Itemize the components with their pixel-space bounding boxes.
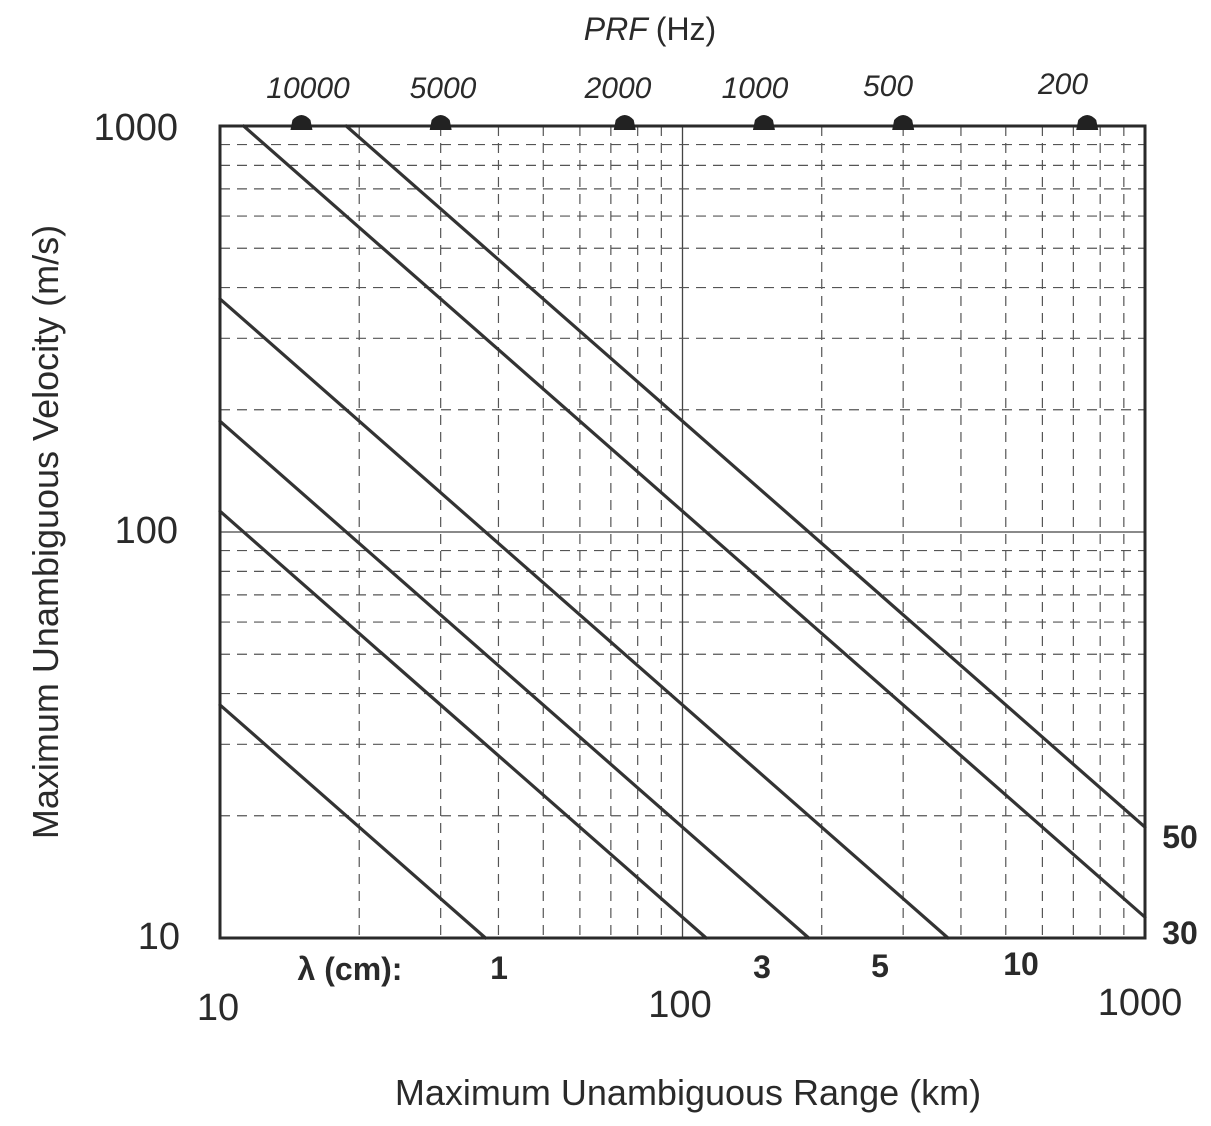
series-label-5: 5 bbox=[871, 948, 889, 984]
y-axis-title: Maximum Unambiguous Velocity (m/s) bbox=[25, 225, 66, 839]
y-tick-10: 10 bbox=[138, 916, 180, 958]
prf-axis-title: PRF (Hz) bbox=[584, 11, 716, 47]
prf-markers bbox=[290, 115, 1099, 130]
series-line-lambda-50 bbox=[344, 124, 1147, 829]
x-tick-1000: 1000 bbox=[1098, 982, 1183, 1024]
prf-tick-200: 200 bbox=[1037, 68, 1088, 101]
prf-tick-1000: 1000 bbox=[722, 72, 789, 105]
prf-tick-500: 500 bbox=[863, 70, 913, 103]
prf-marker-200 bbox=[1076, 115, 1099, 130]
series-label-10: 10 bbox=[1003, 946, 1039, 982]
series-line-lambda-1 bbox=[218, 703, 488, 940]
prf-tick-10000: 10000 bbox=[266, 72, 350, 105]
series-line-lambda-5 bbox=[218, 419, 811, 940]
series-label-50: 50 bbox=[1162, 819, 1198, 855]
series-line-lambda-10 bbox=[218, 297, 950, 940]
x-tick-10: 10 bbox=[197, 987, 239, 1029]
series-line-lambda-3 bbox=[218, 509, 708, 940]
prf-marker-10000 bbox=[290, 115, 313, 130]
series-label-1: 1 bbox=[490, 950, 508, 986]
prf-marker-2000 bbox=[613, 115, 636, 130]
prf-label: PRF bbox=[584, 11, 650, 47]
prf-tick-5000: 5000 bbox=[410, 72, 477, 105]
prf-marker-500 bbox=[892, 115, 915, 130]
series-label-30: 30 bbox=[1162, 915, 1198, 951]
prf-marker-5000 bbox=[429, 115, 452, 130]
series-lines bbox=[218, 124, 1147, 940]
prf-unit: (Hz) bbox=[656, 11, 716, 47]
x-tick-100: 100 bbox=[648, 984, 711, 1026]
x-axis-title: Maximum Unambiguous Range (km) bbox=[395, 1072, 981, 1113]
series-line-lambda-30 bbox=[242, 124, 1147, 919]
prf-tick-2000: 2000 bbox=[584, 72, 652, 105]
series-label-3: 3 bbox=[753, 949, 771, 985]
prf-marker-1000 bbox=[752, 115, 775, 130]
y-tick-100: 100 bbox=[115, 510, 178, 552]
grid bbox=[220, 126, 1145, 938]
lambda-prefix: λ (cm): bbox=[298, 951, 403, 987]
y-tick-1000: 1000 bbox=[93, 107, 178, 149]
plot-frame bbox=[218, 124, 1147, 940]
